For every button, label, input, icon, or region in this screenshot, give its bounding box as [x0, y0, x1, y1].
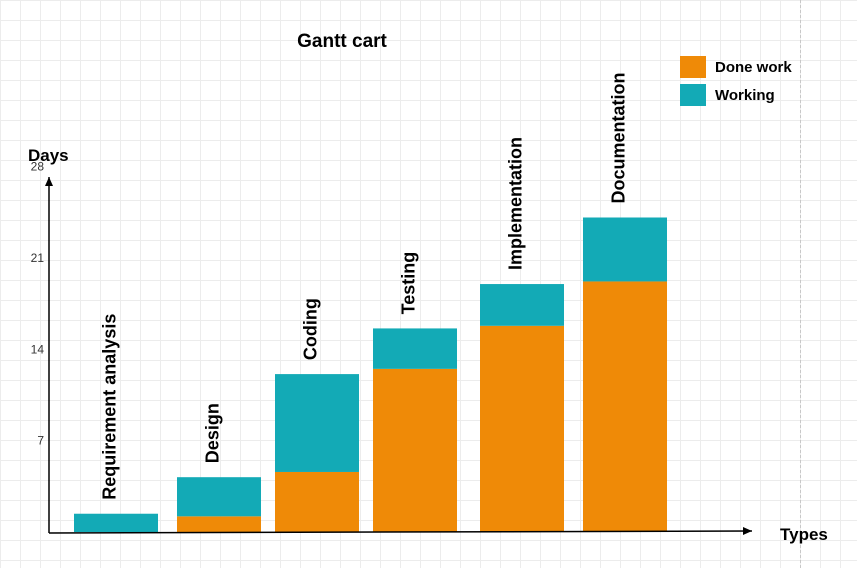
category-label-requirement-analysis: Requirement analysis	[100, 314, 120, 500]
chart-title: Gantt cart	[297, 31, 387, 52]
category-label-design: Design	[203, 403, 223, 463]
y-tick-label-7: 7	[37, 434, 44, 448]
category-label-documentation: Documentation	[609, 72, 629, 203]
y-tick-label-21: 21	[31, 251, 45, 265]
bar-working-documentation	[583, 217, 667, 282]
y-tick-group: 7 14 21 28	[31, 160, 45, 448]
bar-working-testing	[373, 328, 457, 369]
bar-working-implementation	[480, 284, 564, 326]
y-tick-label-14: 14	[31, 342, 45, 356]
bar-done-work-testing	[373, 368, 457, 532]
category-label-implementation: Implementation	[506, 137, 526, 270]
bar-working-requirement-analysis	[74, 513, 158, 532]
category-label-group: Requirement analysis Design Coding Testing I…	[100, 72, 629, 499]
legend-label-working: Working	[715, 87, 775, 104]
bar-done-work-documentation	[583, 281, 667, 532]
page-guide-line	[800, 0, 801, 568]
x-axis	[48, 527, 753, 536]
bar-done-work-coding	[275, 471, 359, 532]
bar-group	[74, 217, 667, 532]
legend: Done work Working	[680, 56, 792, 106]
bar-working-coding	[275, 374, 359, 472]
category-label-testing: Testing	[399, 252, 419, 315]
x-axis-title: Types	[780, 525, 828, 544]
legend-swatch-working	[680, 84, 706, 106]
category-label-coding: Coding	[301, 298, 321, 360]
legend-label-done-work: Done work	[715, 59, 792, 76]
y-tick-label-28: 28	[31, 160, 45, 174]
bar-done-work-implementation	[480, 325, 564, 532]
bar-done-work-design	[177, 516, 261, 532]
legend-swatch-done-work	[680, 56, 706, 78]
bar-working-design	[177, 477, 261, 517]
y-axis-title: Days	[28, 146, 69, 165]
